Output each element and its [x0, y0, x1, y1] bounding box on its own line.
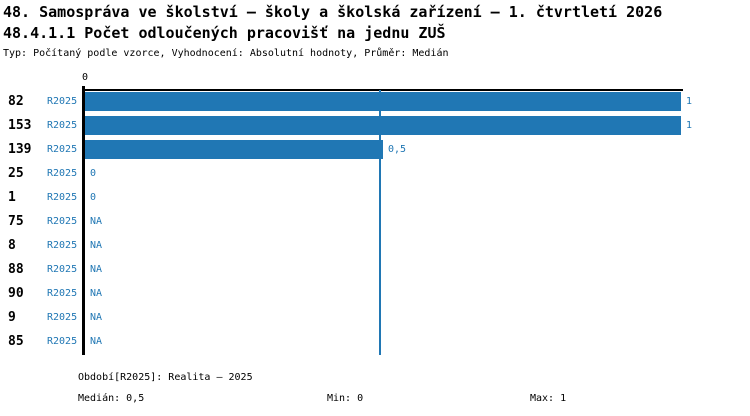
bar — [85, 116, 681, 135]
row-period-label: R2025 — [47, 312, 78, 323]
footer-median: Medián: 0,5 — [78, 393, 145, 404]
row-period-label: R2025 — [47, 264, 78, 275]
bar-value-label: 0,5 — [388, 144, 407, 155]
x-axis-tick-label-0: 0 — [81, 72, 89, 83]
bar-value-label: 1 — [686, 120, 693, 131]
row-category-label: 9 — [8, 310, 16, 325]
bar-value-label: NA — [90, 216, 103, 227]
row-category-label: 1 — [8, 190, 16, 205]
row-period-label: R2025 — [47, 144, 78, 155]
bar — [85, 140, 383, 159]
row-category-label: 153 — [8, 118, 32, 133]
bar-value-label: NA — [90, 336, 103, 347]
bar — [85, 92, 681, 111]
row-period-label: R2025 — [47, 336, 78, 347]
bar-value-label: 0 — [90, 192, 97, 203]
row-period-label: R2025 — [47, 96, 78, 107]
row-category-label: 8 — [8, 238, 16, 253]
x-axis-line — [85, 89, 683, 91]
footer-max: Max: 1 — [530, 393, 567, 404]
report-meta-line: Typ: Počítaný podle vzorce, Vyhodnocení:… — [3, 48, 449, 59]
report-title: 48. Samospráva ve školství – školy a ško… — [3, 3, 663, 21]
bar-value-label: NA — [90, 288, 103, 299]
row-period-label: R2025 — [47, 240, 78, 251]
median-reference-line — [379, 90, 381, 355]
row-category-label: 75 — [8, 214, 24, 229]
y-axis-line — [82, 86, 85, 355]
row-period-label: R2025 — [47, 120, 78, 131]
bar-value-label: NA — [90, 312, 103, 323]
row-category-label: 82 — [8, 94, 24, 109]
row-category-label: 90 — [8, 286, 24, 301]
row-category-label: 25 — [8, 166, 24, 181]
row-category-label: 85 — [8, 334, 24, 349]
bar-value-label: 0 — [90, 168, 97, 179]
report-subtitle: 48.4.1.1 Počet odloučených pracovišť na … — [3, 24, 446, 42]
bar-value-label: 1 — [686, 96, 693, 107]
row-period-label: R2025 — [47, 168, 78, 179]
footer-min: Min: 0 — [327, 393, 364, 404]
bar-value-label: NA — [90, 240, 103, 251]
footer-period: Období[R2025]: Realita – 2025 — [78, 372, 253, 383]
row-period-label: R2025 — [47, 192, 78, 203]
bar-value-label: NA — [90, 264, 103, 275]
row-period-label: R2025 — [47, 216, 78, 227]
row-category-label: 88 — [8, 262, 24, 277]
row-category-label: 139 — [8, 142, 32, 157]
row-period-label: R2025 — [47, 288, 78, 299]
